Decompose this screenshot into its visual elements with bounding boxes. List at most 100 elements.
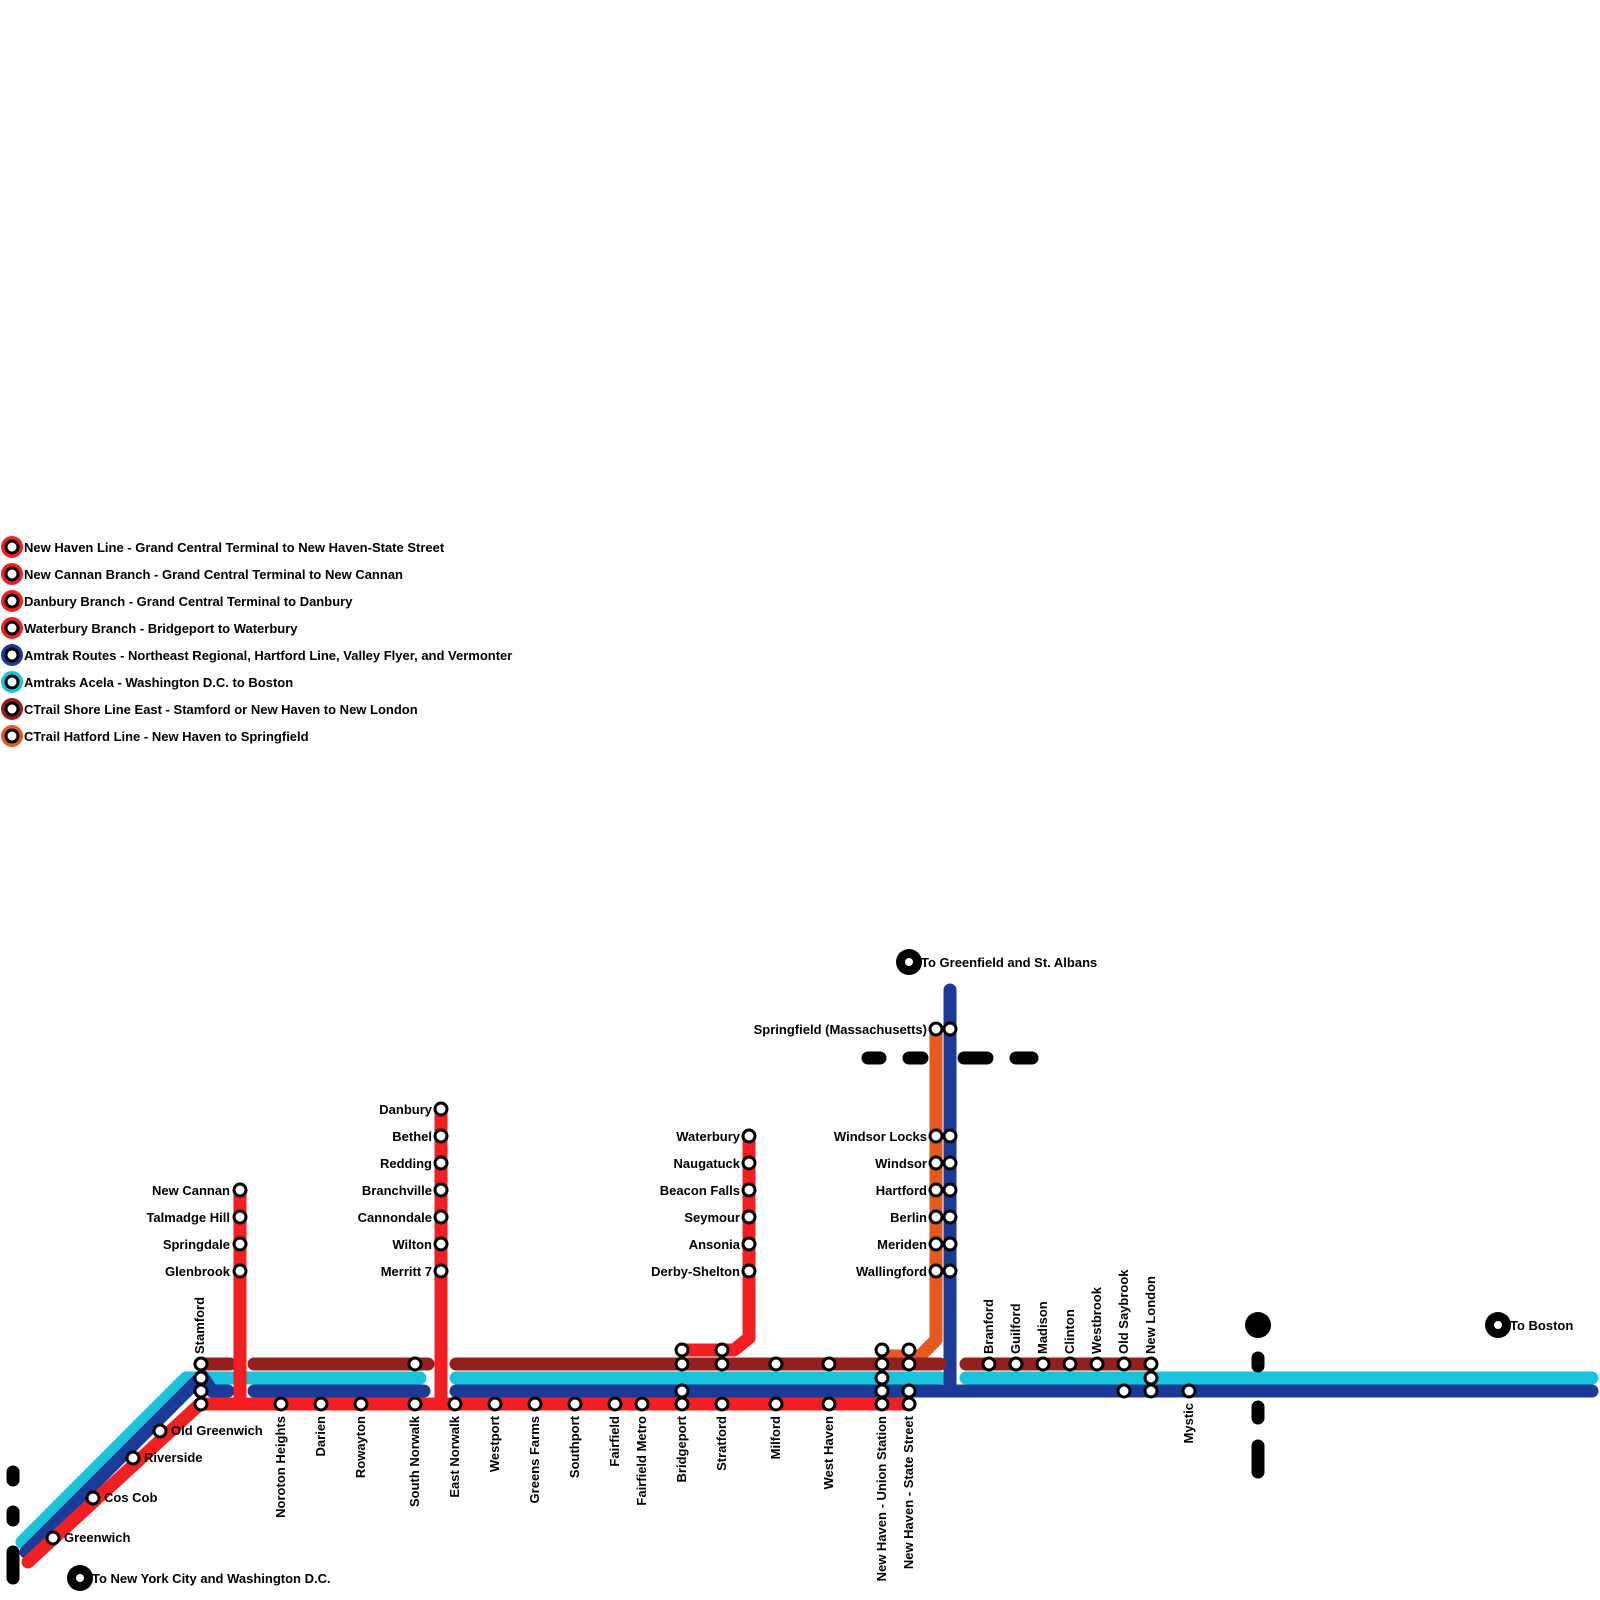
station-marker[interactable] (152, 1423, 168, 1439)
line-amtrak-routes[interactable] (19, 1369, 235, 1559)
station-marker[interactable] (714, 1396, 730, 1412)
station-marker[interactable] (193, 1370, 209, 1386)
station-marker[interactable] (45, 1530, 61, 1546)
station-marker[interactable] (433, 1155, 449, 1171)
legend-item-hartford-line[interactable]: CTrail Hatford Line - New Haven to Sprin… (1, 725, 309, 747)
station-marker[interactable] (407, 1356, 423, 1372)
station-marker[interactable] (901, 1396, 917, 1412)
station-marker[interactable] (928, 1209, 944, 1225)
station-marker[interactable] (741, 1263, 757, 1279)
legend-item-amtrak-routes[interactable]: Amtrak Routes - Northeast Regional, Hart… (1, 644, 512, 666)
station-marker[interactable] (874, 1356, 890, 1372)
legend-item-waterbury-branch[interactable]: Waterbury Branch - Bridgeport to Waterbu… (1, 617, 298, 639)
station-marker[interactable] (981, 1356, 997, 1372)
station-marker[interactable] (674, 1383, 690, 1399)
legend-item-new-haven-line[interactable]: New Haven Line - Grand Central Terminal … (1, 536, 445, 558)
station-marker[interactable] (407, 1396, 423, 1412)
station-marker[interactable] (353, 1396, 369, 1412)
legend-item-shore-line-east[interactable]: CTrail Shore Line East - Stamford or New… (1, 698, 418, 720)
station-marker[interactable] (527, 1396, 543, 1412)
station-marker[interactable] (928, 1263, 944, 1279)
station-label-southport: Southport (567, 1415, 582, 1478)
station-marker[interactable] (741, 1209, 757, 1225)
station-marker[interactable] (487, 1396, 503, 1412)
terminal-east[interactable]: To Boston (1485, 1312, 1573, 1338)
station-marker[interactable] (433, 1236, 449, 1252)
station-marker[interactable] (901, 1342, 917, 1358)
station-marker[interactable] (433, 1263, 449, 1279)
station-marker[interactable] (433, 1209, 449, 1225)
station-marker[interactable] (193, 1356, 209, 1372)
station-marker[interactable] (821, 1356, 837, 1372)
station-marker[interactable] (821, 1396, 837, 1412)
station-marker[interactable] (85, 1490, 101, 1506)
station-marker[interactable] (741, 1236, 757, 1252)
station-label-waterbury: Waterbury (676, 1129, 741, 1144)
station-marker[interactable] (874, 1342, 890, 1358)
station-marker[interactable] (193, 1383, 209, 1399)
station-marker[interactable] (433, 1182, 449, 1198)
station-marker[interactable] (928, 1182, 944, 1198)
station-marker[interactable] (1062, 1356, 1078, 1372)
station-marker[interactable] (1143, 1383, 1159, 1399)
station-marker[interactable] (674, 1396, 690, 1412)
station-marker[interactable] (433, 1128, 449, 1144)
station-marker[interactable] (1116, 1383, 1132, 1399)
station-marker[interactable] (1008, 1356, 1024, 1372)
station-marker[interactable] (942, 1155, 958, 1171)
station-marker[interactable] (1143, 1370, 1159, 1386)
station-marker[interactable] (741, 1128, 757, 1144)
station-marker[interactable] (433, 1101, 449, 1117)
station-marker[interactable] (901, 1383, 917, 1399)
station-marker[interactable] (942, 1021, 958, 1037)
station-marker[interactable] (232, 1209, 248, 1225)
station-marker[interactable] (741, 1155, 757, 1171)
station-marker[interactable] (874, 1370, 890, 1386)
station-label-springfield: Springfield (Massachusetts) (754, 1022, 927, 1037)
station-marker[interactable] (928, 1021, 944, 1037)
station-marker[interactable] (942, 1182, 958, 1198)
state-boundaries (6, 1051, 1271, 1585)
station-marker[interactable] (741, 1182, 757, 1198)
legend-item-danbury-branch[interactable]: Danbury Branch - Grand Central Terminal … (1, 590, 353, 612)
terminal-south[interactable]: To New York City and Washington D.C. (67, 1565, 331, 1591)
station-marker[interactable] (942, 1263, 958, 1279)
station-marker[interactable] (273, 1396, 289, 1412)
station-marker[interactable] (928, 1236, 944, 1252)
line-amtrak-acela[interactable] (15, 1371, 427, 1549)
station-marker[interactable] (928, 1128, 944, 1144)
station-marker[interactable] (1143, 1356, 1159, 1372)
station-marker[interactable] (714, 1356, 730, 1372)
station-marker[interactable] (874, 1383, 890, 1399)
station-marker[interactable] (874, 1396, 890, 1412)
station-marker[interactable] (714, 1342, 730, 1358)
station-marker[interactable] (634, 1396, 650, 1412)
station-marker[interactable] (928, 1155, 944, 1171)
station-marker[interactable] (1035, 1356, 1051, 1372)
station-label-windsor-locks: Windsor Locks (834, 1129, 927, 1144)
terminal-north[interactable]: To Greenfield and St. Albans (896, 949, 1097, 975)
station-marker[interactable] (193, 1396, 209, 1412)
legend-item-amtrak-acela[interactable]: Amtraks Acela - Washington D.C. to Bosto… (1, 671, 293, 693)
legend-item-new-cannan-branch[interactable]: New Cannan Branch - Grand Central Termin… (1, 563, 403, 585)
station-marker[interactable] (447, 1396, 463, 1412)
station-marker[interactable] (942, 1209, 958, 1225)
station-marker[interactable] (567, 1396, 583, 1412)
station-marker[interactable] (313, 1396, 329, 1412)
station-marker[interactable] (768, 1396, 784, 1412)
station-marker[interactable] (125, 1450, 141, 1466)
station-marker[interactable] (674, 1342, 690, 1358)
station-marker[interactable] (901, 1356, 917, 1372)
station-marker[interactable] (232, 1236, 248, 1252)
station-marker[interactable] (942, 1128, 958, 1144)
station-marker[interactable] (1116, 1356, 1132, 1372)
legend-label: CTrail Shore Line East - Stamford or New… (24, 702, 418, 717)
station-marker[interactable] (232, 1263, 248, 1279)
station-marker[interactable] (232, 1182, 248, 1198)
station-marker[interactable] (1089, 1356, 1105, 1372)
station-marker[interactable] (768, 1356, 784, 1372)
station-marker[interactable] (607, 1396, 623, 1412)
station-marker[interactable] (674, 1356, 690, 1372)
station-marker[interactable] (1181, 1383, 1197, 1399)
station-marker[interactable] (942, 1236, 958, 1252)
